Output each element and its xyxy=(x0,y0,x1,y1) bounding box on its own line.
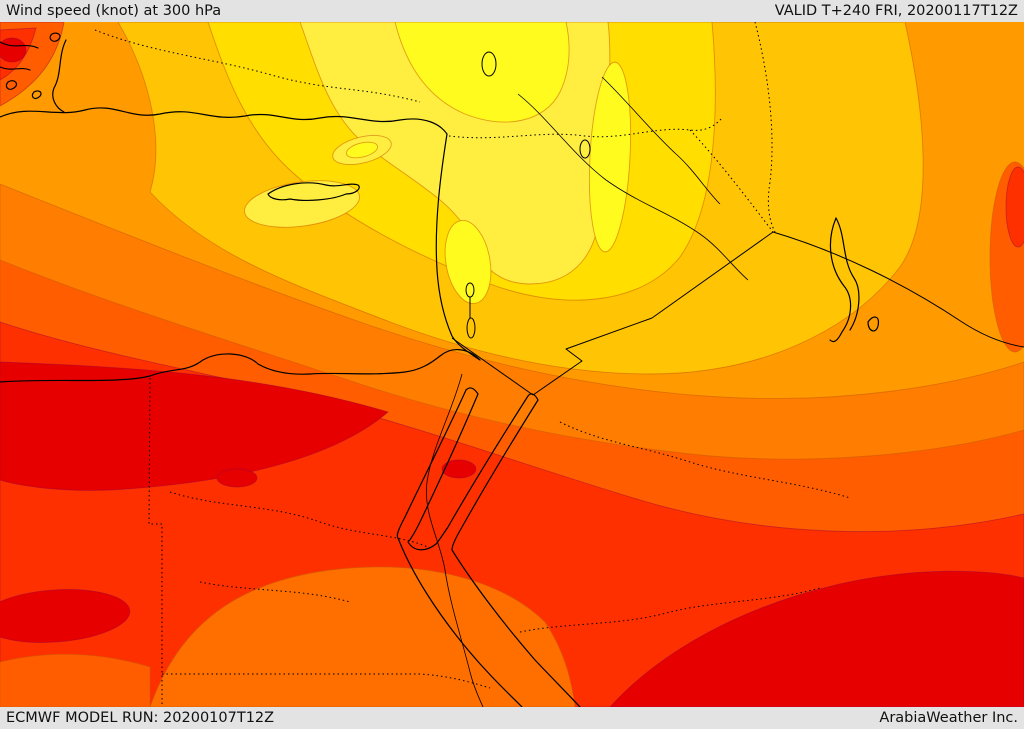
header-bar: Wind speed (knot) at 300 hPa VALID T+240… xyxy=(0,0,1024,22)
borders-solid xyxy=(451,231,1024,396)
coast-gulf-of-aqaba-west xyxy=(435,395,529,545)
border-saudi-iraq-east xyxy=(772,231,1024,348)
coast-gulf-of-aqaba-east-red-sea xyxy=(451,399,581,707)
wind-max-cell-aegean xyxy=(0,37,27,63)
border-egypt-libya xyxy=(148,377,163,707)
coast-aqaba-head xyxy=(527,393,539,401)
coast-marmara-squiggle-1 xyxy=(0,41,39,49)
isotach-band-bottom-lighter xyxy=(149,566,576,707)
isotach-core-bright-north xyxy=(394,22,570,123)
border-libya-desert-1 xyxy=(169,491,431,549)
isotach-core-bright-strip xyxy=(588,61,632,253)
isotach-core-bright-small xyxy=(345,141,379,159)
isotach-core-bright-coastal xyxy=(444,220,492,304)
coast-aegean-turkey-west xyxy=(52,39,67,113)
coast-gulf-of-suez-west-red-sea xyxy=(396,389,523,707)
footer-bar: ECMWF MODEL RUN: 20200107T12Z ArabiaWeat… xyxy=(0,707,1024,729)
rivers xyxy=(425,76,749,707)
river-euphrates xyxy=(517,93,749,281)
map-title: Wind speed (knot) at 300 hPa xyxy=(6,3,222,19)
wind-speed-map-svg xyxy=(0,22,1024,707)
isotach-cell-cyprus-light xyxy=(244,180,360,228)
map-canvas xyxy=(0,22,1024,707)
borders-dotted xyxy=(94,22,851,707)
island-cyprus xyxy=(267,182,360,201)
wind-max-cell-small-1 xyxy=(216,468,258,488)
river-tigris xyxy=(601,76,721,205)
isotach-lens-right-edge xyxy=(1005,166,1024,248)
valid-time-label: VALID T+240 FRI, 20200117T12Z xyxy=(774,3,1018,19)
coast-qatar xyxy=(867,316,879,332)
island-aegean-3 xyxy=(49,32,61,42)
border-syria-iraq xyxy=(689,129,774,233)
model-run-label: ECMWF MODEL RUN: 20200107T12Z xyxy=(6,710,275,726)
river-nile xyxy=(425,373,484,707)
island-aegean-1 xyxy=(5,80,18,90)
wind-max-lens-bottom-left xyxy=(0,589,131,643)
dead-sea xyxy=(466,317,476,339)
border-egypt-sudan xyxy=(162,673,491,689)
attribution-label: ArabiaWeather Inc. xyxy=(879,710,1018,726)
border-saudi-inland-1 xyxy=(559,421,851,499)
wind-max-core-west xyxy=(0,361,389,491)
isotach-bands xyxy=(0,22,1024,707)
border-turkey-syria xyxy=(448,117,723,139)
coast-sinai-west xyxy=(407,393,479,551)
border-saudi-iraq-west xyxy=(651,231,774,319)
coast-persian-gulf-west xyxy=(829,217,852,343)
wind-max-cell-small-2 xyxy=(441,459,477,479)
isotach-band-bottom-left-lighter xyxy=(0,653,151,707)
lakes xyxy=(465,51,591,339)
border-jordan-saudi xyxy=(532,317,653,396)
coast-persian-gulf-east xyxy=(835,217,860,331)
wind-max-core-southeast xyxy=(609,570,1024,707)
lake-assad xyxy=(579,139,591,159)
coast-marmara-squiggle-2 xyxy=(0,66,31,71)
coast-suez-head xyxy=(465,387,479,395)
lake-tuz xyxy=(481,51,497,77)
border-egypt-israel xyxy=(451,337,534,396)
coast-turkey-levant-egypt xyxy=(0,107,481,383)
island-aegean-2 xyxy=(31,90,42,100)
coastlines xyxy=(0,32,879,707)
